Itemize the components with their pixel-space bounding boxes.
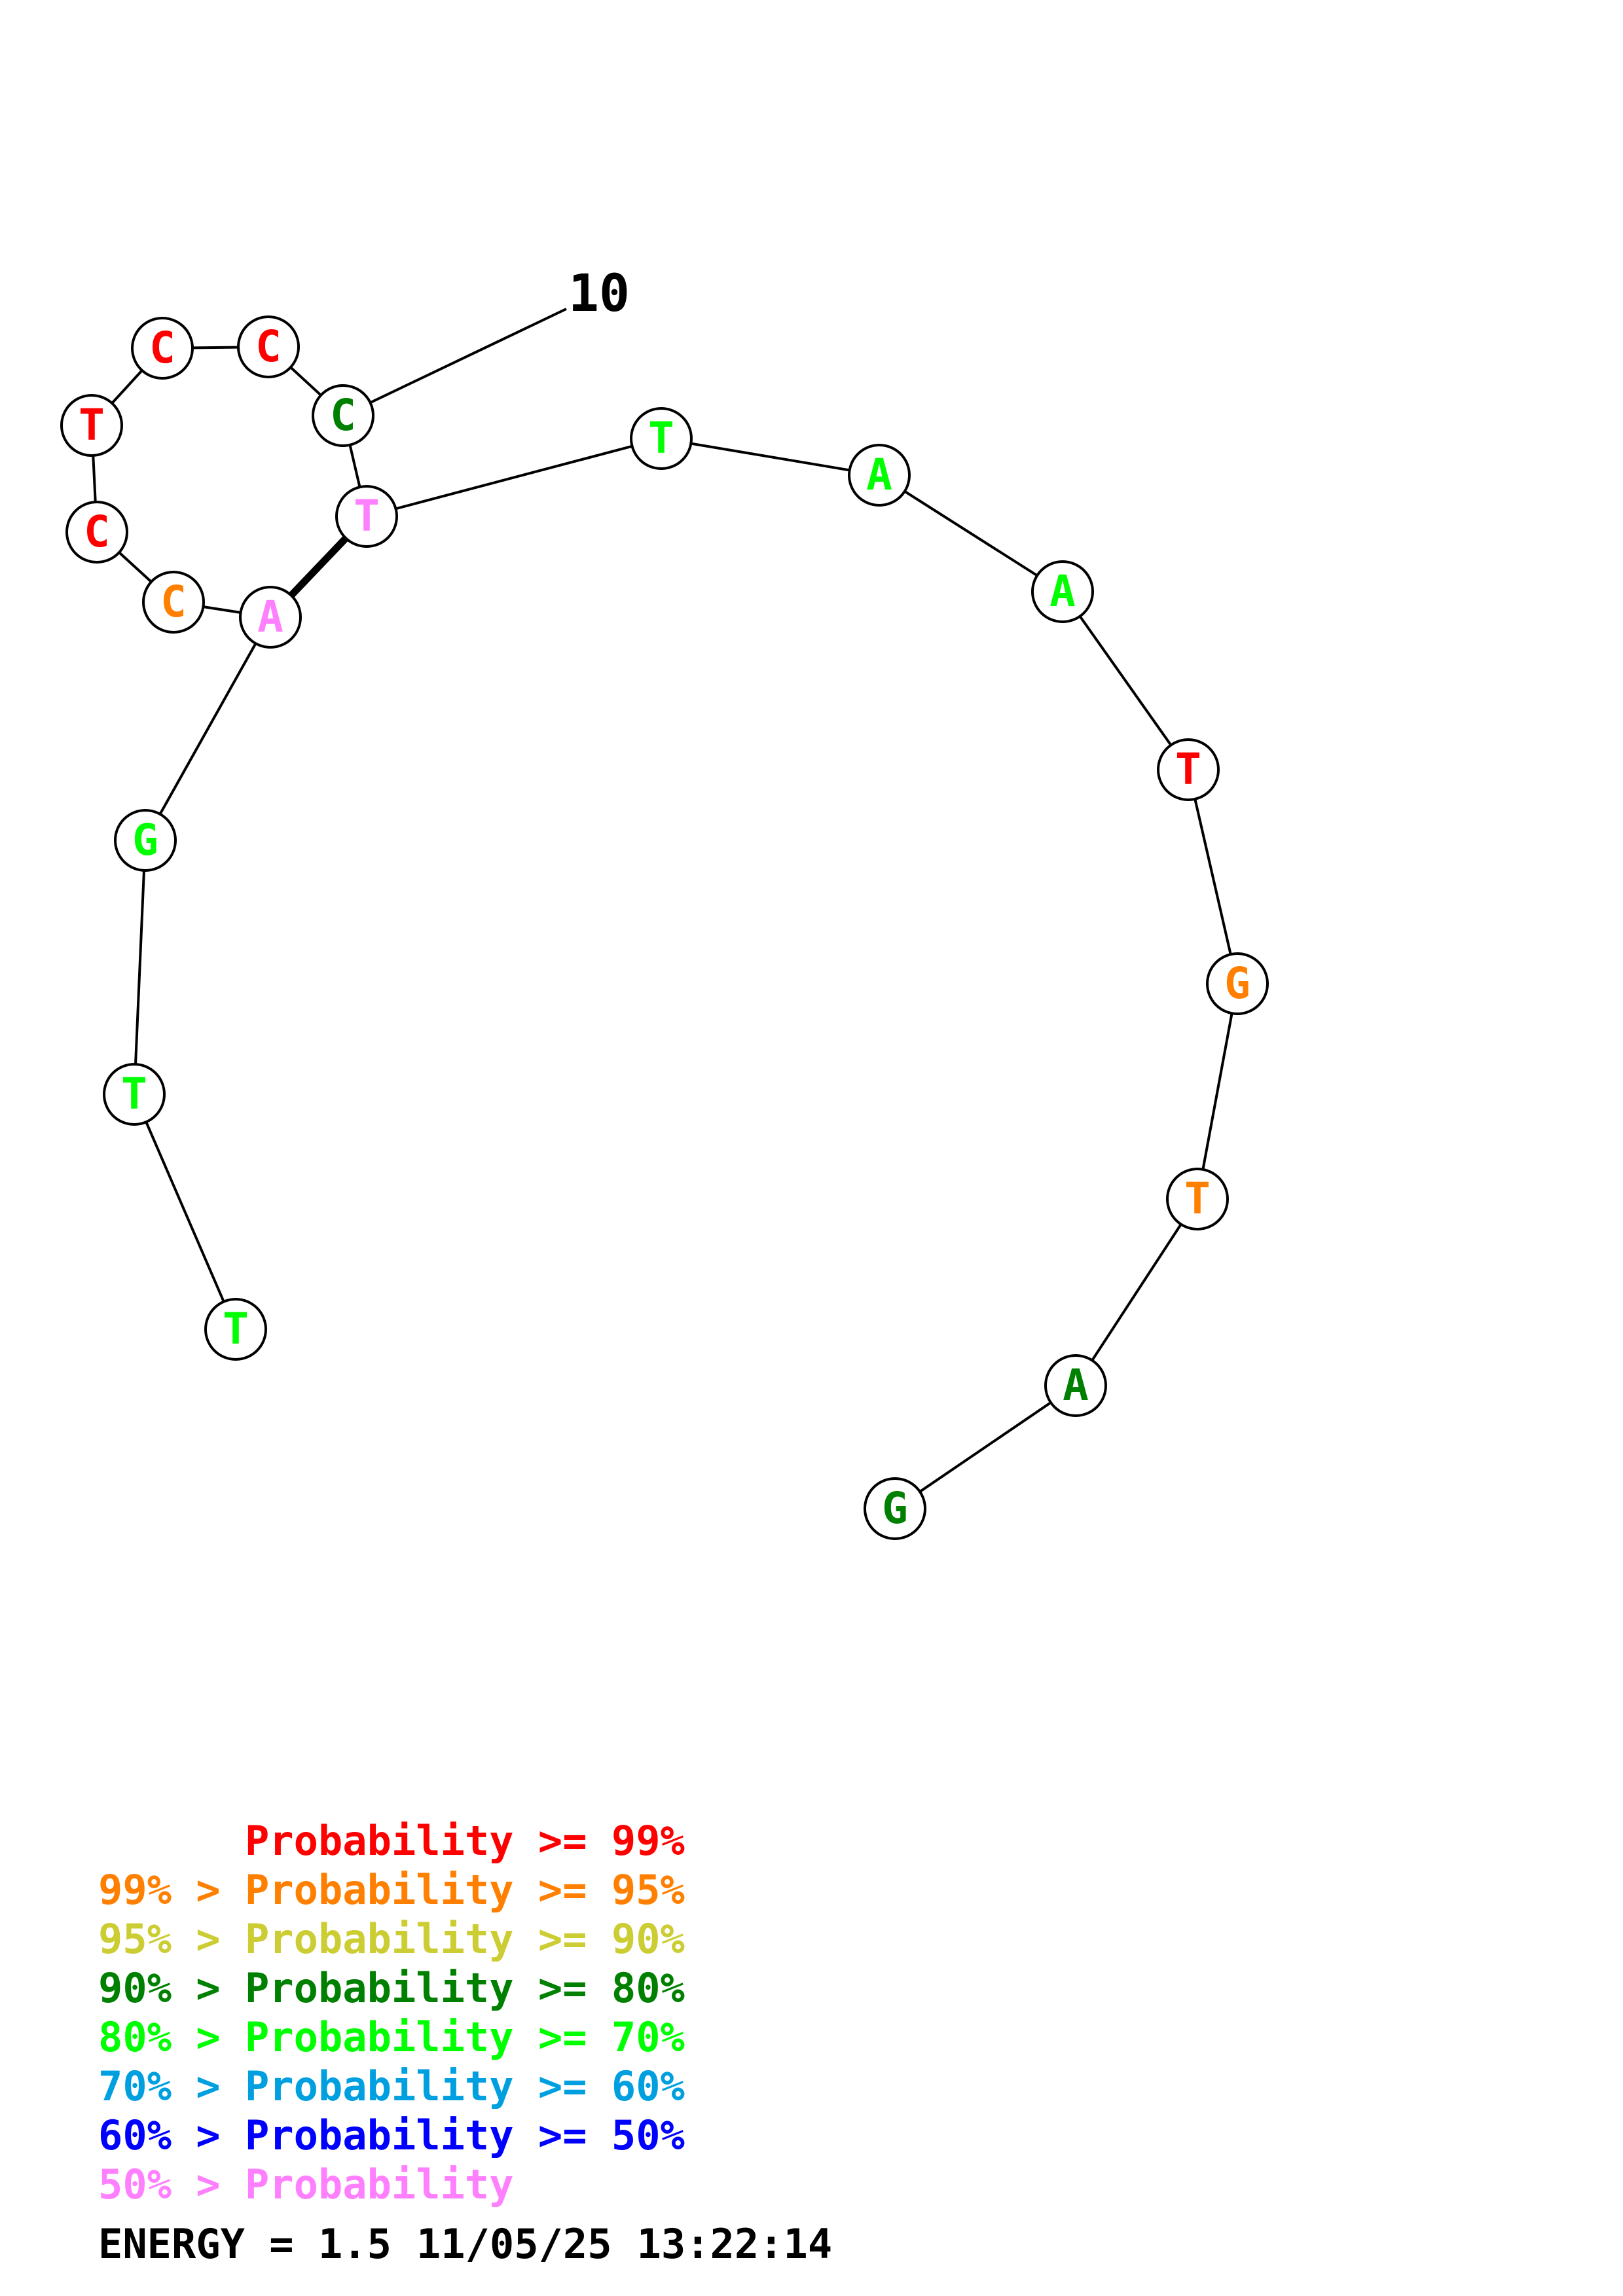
nucleotide-circle	[848, 444, 911, 507]
nucleotide-letter: T	[1184, 1174, 1211, 1224]
nucleotide-letter: C	[84, 507, 110, 557]
nucleotide-letter: T	[79, 400, 105, 450]
nucleotide-15: C	[142, 571, 205, 634]
nucleotide-circle	[239, 586, 302, 649]
nucleotide-letter: T	[1175, 744, 1201, 795]
nucleotide-letter: T	[223, 1304, 249, 1354]
time-value: 13:22:14	[636, 2220, 833, 2268]
backbone-bond	[894, 1384, 1077, 1510]
backbone-bond	[661, 437, 880, 476]
nucleotide-letter: T	[354, 491, 380, 541]
nucleotide-circle	[103, 1063, 166, 1126]
nucleotide-6: A	[1031, 560, 1094, 623]
nucleotide-3: T	[1166, 1168, 1229, 1230]
backbone-bond	[133, 840, 147, 1095]
nucleotide-circle	[114, 809, 177, 872]
nucleotide-16: A	[239, 586, 302, 649]
nucleotide-9: T	[335, 485, 398, 548]
backbone-bond	[1187, 769, 1239, 984]
nucleotide-circle	[142, 571, 205, 634]
nucleotide-letter: A	[1049, 566, 1076, 617]
nucleotide-7: A	[848, 444, 911, 507]
nucleotide-letter: A	[866, 450, 892, 500]
legend-row: 50% > Probability	[98, 2161, 514, 2208]
nucleotide-14: C	[65, 501, 128, 564]
nucleotide-19: T	[204, 1298, 267, 1361]
nucleotide-12: C	[131, 317, 194, 380]
backbone-bond	[1061, 590, 1190, 771]
backbone-bond	[366, 437, 662, 518]
nucleotide-11: C	[237, 315, 300, 378]
nucleotide-letter: C	[255, 321, 282, 372]
legend-row: Probability >= 99%	[98, 1817, 685, 1865]
backbone-bond	[144, 617, 272, 841]
nucleotide-letter: G	[882, 1483, 908, 1534]
nucleotide-circle	[1166, 1168, 1229, 1230]
nucleotide-circle	[237, 315, 300, 378]
backbone-bond	[878, 474, 1064, 593]
nucleotide-circle	[864, 1477, 926, 1540]
nucleotide-letter: C	[160, 577, 187, 627]
nucleotide-letter: T	[648, 413, 674, 463]
backbone-bond	[133, 1094, 237, 1330]
energy-footer: ENERGY = 1.5 11/05/25 13:22:14	[98, 2220, 857, 2268]
nucleotide-circle	[335, 485, 398, 548]
nucleotide-18: T	[103, 1063, 166, 1126]
nucleotide-letter: A	[257, 592, 283, 642]
nucleotide-letter: G	[1224, 958, 1250, 1009]
position-label: 10	[568, 264, 630, 323]
nucleotide-letter: C	[149, 323, 175, 373]
nucleotide-1: G	[864, 1477, 926, 1540]
nucleotide-5: T	[1157, 738, 1220, 801]
nucleotide-2: A	[1044, 1354, 1107, 1417]
probability-legend: Probability >= 99% 99% > Probability >= 9…	[98, 1816, 685, 2209]
legend-row: 99% > Probability >= 95%	[98, 1866, 685, 1914]
nucleotide-letter: A	[1063, 1360, 1089, 1410]
legend-row: 80% > Probability >= 70%	[98, 2013, 685, 2061]
nucleotide-circle	[1206, 952, 1269, 1015]
nucleotide-circle	[1157, 738, 1220, 801]
nucleotide-circle	[204, 1298, 267, 1361]
position-label-group: 10	[342, 264, 630, 417]
backbone-bond	[1074, 1198, 1199, 1387]
legend-row: 90% > Probability >= 80%	[98, 1964, 685, 2012]
nucleotide-letter: G	[132, 815, 158, 865]
nucleotide-circle	[1044, 1354, 1107, 1417]
nucleotide-8: T	[630, 407, 693, 470]
nucleotide-13: T	[60, 394, 123, 457]
nucleotide-circle	[131, 317, 194, 380]
nucleotide-4: G	[1206, 952, 1269, 1015]
nucleotide-circle	[312, 384, 374, 447]
nucleotide-letter: C	[330, 390, 356, 440]
legend-row: 60% > Probability >= 50%	[98, 2111, 685, 2159]
legend-row: 70% > Probability >= 60%	[98, 2062, 685, 2110]
nucleotide-17: G	[114, 809, 177, 872]
nucleotide-letter: T	[121, 1069, 147, 1119]
energy-value: ENERGY = 1.5	[98, 2220, 392, 2268]
nucleotide-circle	[1031, 560, 1094, 623]
nucleotide-circle	[60, 394, 123, 457]
backbone-bond	[1196, 983, 1239, 1200]
nucleotide-circle	[630, 407, 693, 470]
position-tick	[342, 308, 567, 417]
nucleotide-circle	[65, 501, 128, 564]
date-value: 11/05/25	[416, 2220, 612, 2268]
legend-row: 95% > Probability >= 90%	[98, 1915, 685, 1963]
nucleotide-10: C	[312, 384, 374, 447]
